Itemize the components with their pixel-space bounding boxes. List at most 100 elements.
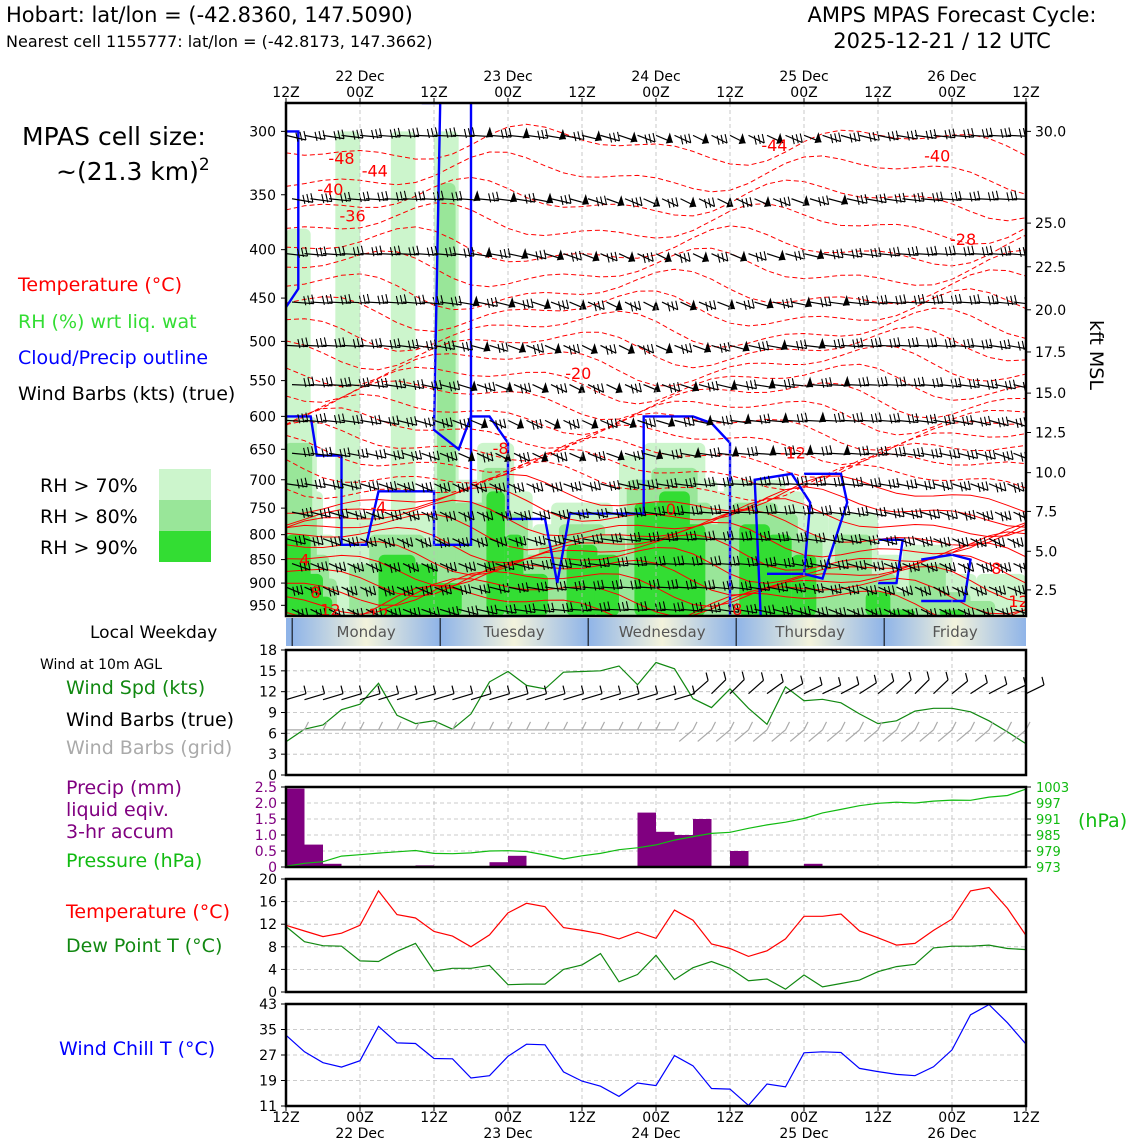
wind-barb-feather bbox=[566, 602, 570, 613]
wind-barb-shaft bbox=[655, 538, 678, 541]
wind-barb-feather bbox=[500, 129, 504, 139]
wind-barb-feather bbox=[557, 535, 561, 545]
wind-barb-feather bbox=[399, 379, 403, 389]
wind-barb-shaft bbox=[341, 419, 363, 424]
wind-barb bbox=[822, 533, 844, 545]
surface-barb-shaft bbox=[470, 693, 492, 701]
wind-barb bbox=[581, 250, 600, 262]
surface-barb-shaft bbox=[803, 684, 823, 695]
wind-barb-flag bbox=[778, 249, 786, 261]
wind-barb-shaft bbox=[865, 452, 888, 456]
wind-barb-feather bbox=[755, 503, 759, 514]
wind-barb bbox=[970, 415, 992, 427]
wind-barb-feather bbox=[968, 379, 972, 390]
wind-barb-feather bbox=[983, 416, 988, 426]
surface-barb-feather bbox=[891, 673, 895, 682]
wind-barb-feather bbox=[535, 251, 539, 261]
wind-barb-feather bbox=[868, 536, 872, 546]
wind-barb bbox=[1032, 451, 1049, 462]
wind-barb-feather bbox=[573, 132, 577, 142]
wind-barb-feather bbox=[895, 561, 899, 572]
grid-barb-feather bbox=[377, 721, 384, 731]
wind-barb-feather bbox=[1017, 341, 1021, 351]
pressure-tick-label: 600 bbox=[249, 409, 276, 425]
wind-barb-feather bbox=[457, 538, 462, 548]
wind-barb-feather bbox=[759, 582, 763, 592]
wind-barb bbox=[988, 416, 1009, 428]
wind-barb bbox=[680, 196, 697, 208]
wind-barb bbox=[550, 451, 568, 463]
wind-barb bbox=[304, 585, 322, 597]
wind-barb-feather bbox=[995, 483, 999, 493]
wind-barb-feather bbox=[822, 196, 826, 206]
wind-barb-feather bbox=[574, 251, 579, 261]
surface-barb-shaft bbox=[600, 693, 621, 701]
wind-barb-feather bbox=[805, 558, 809, 568]
wind-barb-shaft bbox=[600, 586, 623, 590]
wind-barb-feather bbox=[495, 420, 499, 430]
wind-barb-flag bbox=[617, 195, 625, 207]
wind-barb-feather bbox=[986, 511, 990, 521]
wind-barb-feather bbox=[787, 558, 791, 568]
wind-barb bbox=[563, 343, 580, 355]
wind-barb-feather bbox=[926, 563, 930, 573]
time-tick-label-top: 12Z bbox=[1012, 85, 1039, 101]
pressure-tick-label: 400 bbox=[249, 243, 276, 259]
wind-barb bbox=[286, 130, 307, 142]
wind-barb bbox=[766, 249, 786, 261]
wind-barb bbox=[970, 537, 987, 549]
legend-temp2: Temperature (°C) bbox=[65, 901, 230, 923]
wind-barb-feather bbox=[862, 446, 866, 456]
wind-barb-feather bbox=[421, 379, 425, 389]
wind-barb-feather bbox=[825, 606, 829, 616]
kft-tick-label: 2.5 bbox=[1035, 583, 1057, 599]
wind-barb-flag bbox=[689, 299, 697, 311]
wind-barb-feather bbox=[677, 602, 681, 612]
wind-barb-feather bbox=[667, 198, 671, 209]
wind-barb-feather bbox=[859, 560, 863, 570]
contour-label: -12 bbox=[780, 443, 806, 462]
wind-barb-shaft bbox=[791, 562, 813, 568]
wind-barb bbox=[452, 246, 475, 258]
wind-barb bbox=[476, 510, 494, 522]
wind-barb bbox=[452, 584, 472, 596]
wind-barb-feather bbox=[747, 299, 751, 310]
wind-barb-shaft bbox=[587, 511, 608, 518]
wind-barb-flag bbox=[664, 251, 672, 263]
wind-barb-feather bbox=[539, 419, 543, 429]
wind-barb-feather bbox=[1004, 562, 1008, 573]
wind-barb-feather bbox=[448, 382, 453, 392]
wind-barb-feather bbox=[642, 345, 647, 355]
wind-barb-feather bbox=[874, 338, 878, 348]
wind-barb-feather bbox=[587, 557, 592, 568]
wind-barb-feather bbox=[944, 609, 948, 616]
grid-barb-feather bbox=[525, 721, 532, 731]
wind-barb-feather bbox=[896, 478, 900, 488]
wind-barb-flag bbox=[652, 196, 660, 208]
wind-barb bbox=[766, 339, 788, 351]
surface-barb-shaft bbox=[692, 680, 709, 695]
wind-barb bbox=[791, 557, 813, 569]
wind-barb-feather bbox=[839, 507, 843, 517]
wind-barb-feather bbox=[917, 192, 921, 203]
wind-barb-shaft bbox=[415, 134, 438, 137]
wind-barb-feather bbox=[303, 296, 307, 306]
wind-barb-feather bbox=[928, 585, 932, 595]
wind-barb-shaft bbox=[359, 538, 377, 547]
wind-barb-feather bbox=[1000, 512, 1004, 522]
wind-barb-feather bbox=[336, 585, 340, 595]
wind-barb bbox=[976, 510, 994, 522]
wind-barb-feather bbox=[484, 482, 488, 492]
wind-barb-feather bbox=[383, 587, 387, 597]
wind-barb-feather bbox=[944, 563, 948, 573]
surface-barb-feather bbox=[741, 671, 745, 680]
wind-barb bbox=[359, 480, 380, 492]
wind-barb-shaft bbox=[587, 384, 604, 393]
contour-label: -40 bbox=[317, 180, 343, 199]
wind-barb-feather bbox=[574, 581, 578, 592]
wind-barb-feather bbox=[353, 563, 357, 573]
wind-barb-shaft bbox=[809, 562, 831, 569]
wind-barb-feather bbox=[408, 512, 412, 522]
wind-barb bbox=[359, 536, 377, 548]
wind-barb-feather bbox=[505, 605, 509, 615]
